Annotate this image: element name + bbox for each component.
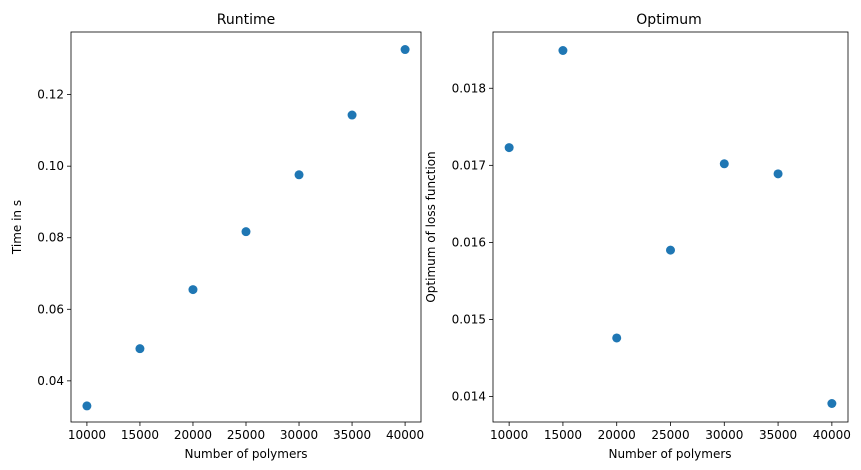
runtime-x-tick-label: 10000 bbox=[68, 428, 106, 442]
optimum-x-tick-label: 35000 bbox=[759, 428, 797, 442]
optimum-y-tick-label: 0.016 bbox=[452, 235, 486, 249]
runtime-y-tick-label: 0.08 bbox=[37, 231, 64, 245]
optimum-point bbox=[612, 333, 622, 343]
runtime-point bbox=[135, 344, 145, 354]
runtime-y-tick-label: 0.04 bbox=[37, 374, 64, 388]
runtime-x-tick-label: 30000 bbox=[280, 428, 318, 442]
optimum-x-tick-label: 40000 bbox=[813, 428, 851, 442]
runtime-y-tick-label: 0.12 bbox=[37, 88, 64, 102]
optimum-point bbox=[827, 399, 837, 409]
runtime-title: Runtime bbox=[217, 12, 275, 28]
optimum-x-tick-label: 20000 bbox=[598, 428, 636, 442]
runtime-panel: Runtime 0.04 0.06 0.08 0.10 0.12 10000 15000 2… bbox=[10, 12, 424, 461]
runtime-points bbox=[82, 45, 410, 411]
runtime-x-ticks: 10000 15000 20000 25000 30000 35000 40000 bbox=[68, 422, 424, 442]
runtime-point bbox=[400, 45, 410, 55]
optimum-x-tick-label: 30000 bbox=[705, 428, 743, 442]
runtime-y-tick-label: 0.06 bbox=[37, 302, 64, 316]
runtime-y-axis-label: Time in s bbox=[10, 200, 24, 255]
optimum-title: Optimum bbox=[636, 12, 701, 28]
optimum-y-axis-label: Optimum of loss function bbox=[424, 151, 438, 302]
runtime-y-ticks: 0.04 0.06 0.08 0.10 0.12 bbox=[37, 88, 71, 388]
optimum-x-ticks: 10000 15000 20000 25000 30000 35000 40000 bbox=[490, 422, 851, 442]
runtime-x-axis-label: Number of polymers bbox=[184, 447, 307, 461]
runtime-x-tick-label: 25000 bbox=[227, 428, 265, 442]
runtime-x-tick-label: 15000 bbox=[121, 428, 159, 442]
runtime-plot-frame bbox=[70, 31, 422, 423]
runtime-y-tick-label: 0.10 bbox=[37, 159, 64, 173]
runtime-x-tick-label: 40000 bbox=[386, 428, 424, 442]
optimum-points bbox=[504, 45, 837, 409]
optimum-point bbox=[773, 169, 783, 179]
optimum-x-tick-label: 15000 bbox=[544, 428, 582, 442]
optimum-plot-frame bbox=[492, 31, 849, 423]
runtime-point bbox=[347, 110, 357, 120]
optimum-y-tick-label: 0.017 bbox=[452, 158, 486, 172]
runtime-x-tick-label: 35000 bbox=[333, 428, 371, 442]
optimum-x-tick-label: 10000 bbox=[490, 428, 528, 442]
optimum-point bbox=[719, 159, 729, 169]
optimum-y-tick-label: 0.014 bbox=[452, 390, 486, 404]
optimum-point bbox=[666, 245, 675, 255]
runtime-point bbox=[294, 170, 304, 180]
optimum-point bbox=[558, 45, 568, 55]
runtime-x-tick-label: 20000 bbox=[174, 428, 212, 442]
runtime-point bbox=[241, 227, 251, 237]
optimum-point bbox=[504, 143, 514, 153]
runtime-point bbox=[82, 401, 92, 411]
optimum-x-axis-label: Number of polymers bbox=[608, 447, 731, 461]
optimum-y-tick-label: 0.018 bbox=[452, 81, 486, 95]
runtime-point bbox=[188, 285, 198, 295]
optimum-y-tick-label: 0.015 bbox=[452, 312, 486, 326]
optimum-x-tick-label: 25000 bbox=[651, 428, 689, 442]
optimum-y-ticks: 0.014 0.015 0.016 0.017 0.018 bbox=[452, 81, 493, 404]
